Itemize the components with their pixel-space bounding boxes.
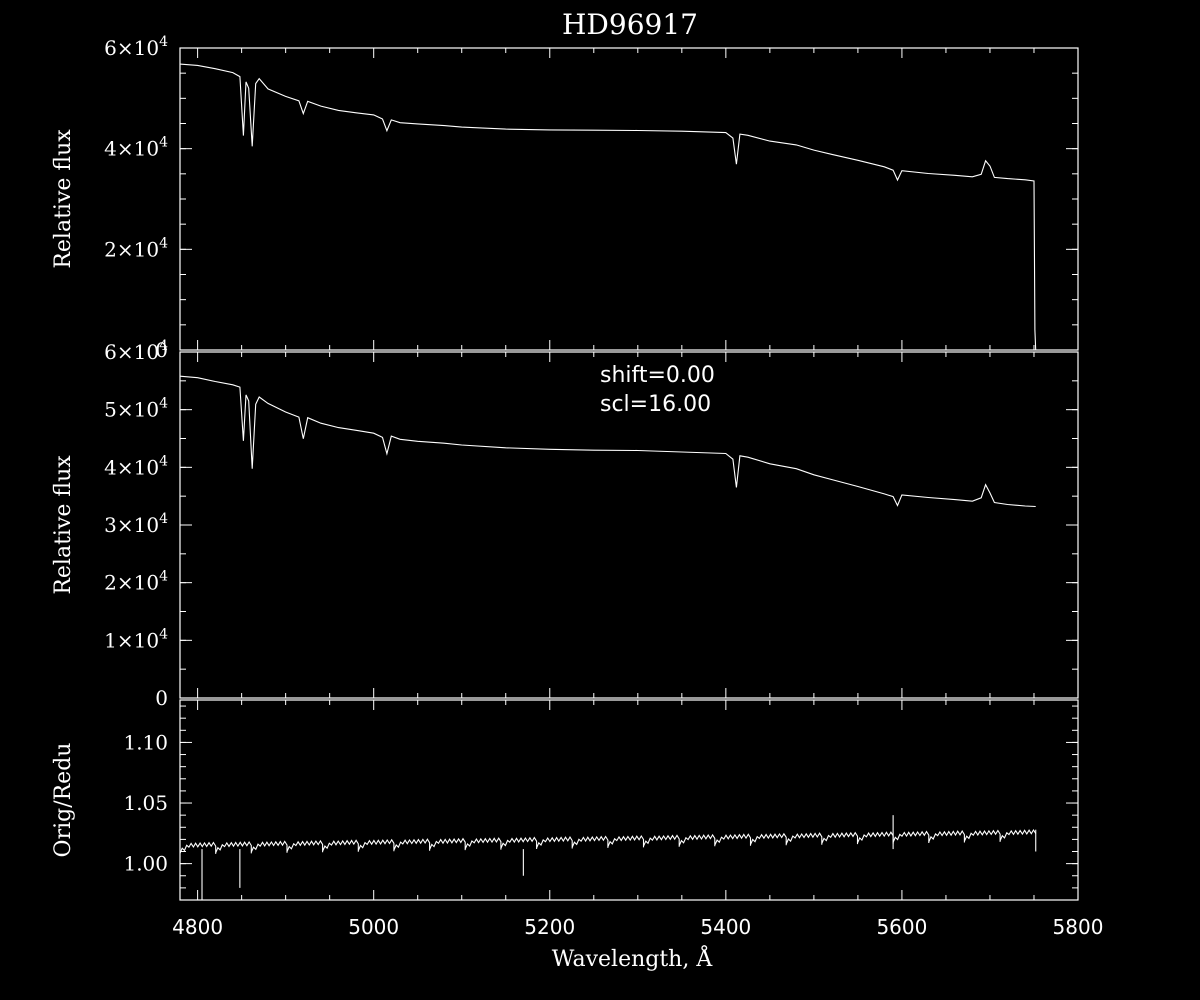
y-tick-label-top: 4×104 [104,135,168,161]
x-tick-label: 5200 [524,915,575,939]
y-tick-label-middle: 6×104 [104,338,168,364]
y-tick-label-middle: 5×104 [104,396,168,422]
y-tick-label-bottom: 1.05 [123,791,168,815]
y-tick-label-middle: 1×104 [104,626,168,652]
y-axis-title-top: Relative flux [51,129,76,269]
x-tick-label: 5000 [348,915,399,939]
y-tick-label-middle: 0 [155,686,168,710]
y-tick-label-top: 0 [155,338,168,362]
spectrum-line-top [179,63,1037,351]
y-axis-title-middle: Relative flux [51,455,76,595]
x-tick-label: 5600 [876,915,927,939]
annotation-0: shift=0.00 [600,363,715,388]
x-tick-label: 4800 [172,915,223,939]
panel-frame-top [179,47,1079,351]
panel-frame-bottom [179,699,1079,901]
x-axis-title: Wavelength, Å [552,944,714,972]
y-tick-label-bottom: 1.00 [123,852,168,876]
x-tick-label: 5800 [1053,915,1104,939]
y-tick-label-middle: 4×104 [104,453,168,479]
y-axis-title-bottom: Orig/Redu [51,743,76,858]
chart-title: HD96917 [562,8,698,41]
annotation-1: scl=16.00 [600,392,711,417]
y-tick-label-bottom: 1.10 [123,730,168,754]
plot-layer: 0 2×104 4×104 6×104 Relative flux 0 1×104 2×104… [51,34,1103,939]
spectrum-line-middle [179,375,1036,508]
ratio-line [179,828,1037,854]
y-tick-label-middle: 3×104 [104,511,168,537]
y-tick-label-top: 6×104 [104,34,168,60]
y-tick-label-middle: 2×104 [104,569,168,595]
y-tick-label-top: 2×104 [104,235,168,261]
x-tick-label: 5400 [700,915,751,939]
